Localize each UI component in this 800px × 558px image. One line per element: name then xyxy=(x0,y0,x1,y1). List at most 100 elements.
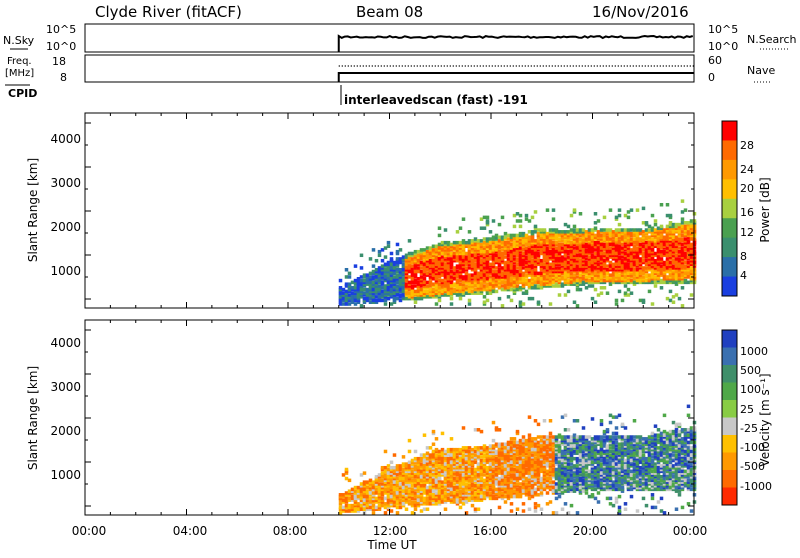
echo-cell xyxy=(537,239,541,243)
echo-cell xyxy=(411,284,415,288)
colorbar-swatch xyxy=(722,199,737,219)
echo-cell xyxy=(492,421,496,425)
echo-cell xyxy=(396,257,400,261)
echo-cell xyxy=(591,297,595,301)
echo-cell xyxy=(402,455,406,459)
echo-cell xyxy=(570,272,574,276)
echo-cell xyxy=(351,504,355,508)
echo-cell xyxy=(549,228,553,232)
echo-cell xyxy=(561,275,565,279)
echo-cell xyxy=(456,241,460,245)
echo-cell xyxy=(537,423,541,427)
echo-cell xyxy=(519,254,523,258)
echo-cell xyxy=(483,226,487,230)
echo-cell xyxy=(510,243,514,247)
echo-cell xyxy=(642,234,646,238)
nave-tick-top: 60 xyxy=(708,54,722,67)
echo-cell xyxy=(345,477,349,481)
echo-cell xyxy=(483,241,487,245)
echo-cell xyxy=(453,491,457,495)
echo-cell xyxy=(531,437,535,441)
echo-cell xyxy=(474,507,478,511)
echo-cell xyxy=(426,446,430,450)
echo-cell xyxy=(429,246,433,250)
echo-cell xyxy=(576,264,580,268)
echo-cell xyxy=(645,248,649,252)
echo-cell xyxy=(420,484,424,488)
echo-cell xyxy=(552,263,556,267)
echo-cell xyxy=(483,444,487,448)
echo-cell xyxy=(339,493,343,497)
echo-cell xyxy=(426,290,430,294)
echo-cell xyxy=(669,221,673,225)
echo-cell xyxy=(480,477,484,481)
echo-cell xyxy=(420,457,424,461)
echo-cell xyxy=(447,241,451,245)
echo-cell xyxy=(468,302,472,306)
echo-cell xyxy=(372,511,376,515)
echo-cell xyxy=(516,507,520,511)
echo-cell xyxy=(519,439,523,443)
echo-cell xyxy=(519,232,523,236)
echo-cell xyxy=(528,297,532,301)
echo-cell xyxy=(447,497,451,501)
echo-cell xyxy=(663,228,667,232)
echo-cell xyxy=(501,216,505,220)
echo-cell xyxy=(522,502,526,506)
echo-cell xyxy=(480,226,484,230)
echo-cell xyxy=(468,230,472,234)
echo-cell xyxy=(444,473,448,477)
echo-cell xyxy=(609,228,613,232)
echo-cell xyxy=(357,502,361,506)
echo-cell xyxy=(651,226,655,230)
echo-cell xyxy=(501,442,505,446)
echo-cell xyxy=(513,225,517,229)
echo-cell xyxy=(381,479,385,483)
echo-cell xyxy=(555,254,559,258)
echo-cell xyxy=(444,491,448,495)
echo-cell xyxy=(462,473,466,477)
echo-cell xyxy=(537,480,541,484)
echo-cell xyxy=(492,444,496,448)
echo-cell xyxy=(483,266,487,270)
echo-cell xyxy=(630,237,634,241)
echo-cell xyxy=(372,275,376,279)
echo-cell xyxy=(408,502,412,506)
echo-cell xyxy=(645,279,649,283)
echo-cell xyxy=(414,464,418,468)
echo-cell xyxy=(624,228,628,232)
echo-cell xyxy=(420,509,424,512)
echo-cell xyxy=(690,266,694,270)
echo-cell xyxy=(513,241,517,245)
echo-cell xyxy=(525,290,529,294)
echo-cell xyxy=(525,214,529,218)
echo-cell xyxy=(660,250,664,254)
echo-cell xyxy=(687,261,691,265)
echo-cell xyxy=(555,228,559,232)
echo-cell xyxy=(549,439,553,443)
echo-cell xyxy=(396,502,400,506)
echo-cell xyxy=(648,225,652,229)
echo-cell xyxy=(408,461,412,465)
echo-cell xyxy=(669,214,673,218)
echo-cell xyxy=(507,257,511,261)
cpid-label: CPID xyxy=(8,87,37,100)
echo-cell xyxy=(426,272,430,276)
echo-cell xyxy=(465,291,469,295)
echo-cell xyxy=(687,245,691,249)
echo-cell xyxy=(534,442,538,446)
echo-cell xyxy=(534,502,538,506)
echo-cell xyxy=(498,250,502,254)
echo-cell xyxy=(606,268,610,272)
echo-cell xyxy=(474,428,478,432)
echo-cell xyxy=(375,488,379,492)
echo-cell xyxy=(531,453,535,457)
echo-cell xyxy=(564,230,568,234)
echo-cell xyxy=(549,419,553,423)
echo-cell xyxy=(483,237,487,241)
echo-cell xyxy=(360,473,364,477)
echo-cell xyxy=(546,232,550,236)
echo-cell xyxy=(690,243,694,247)
echo-cell xyxy=(561,246,565,250)
echo-cell xyxy=(690,219,694,223)
